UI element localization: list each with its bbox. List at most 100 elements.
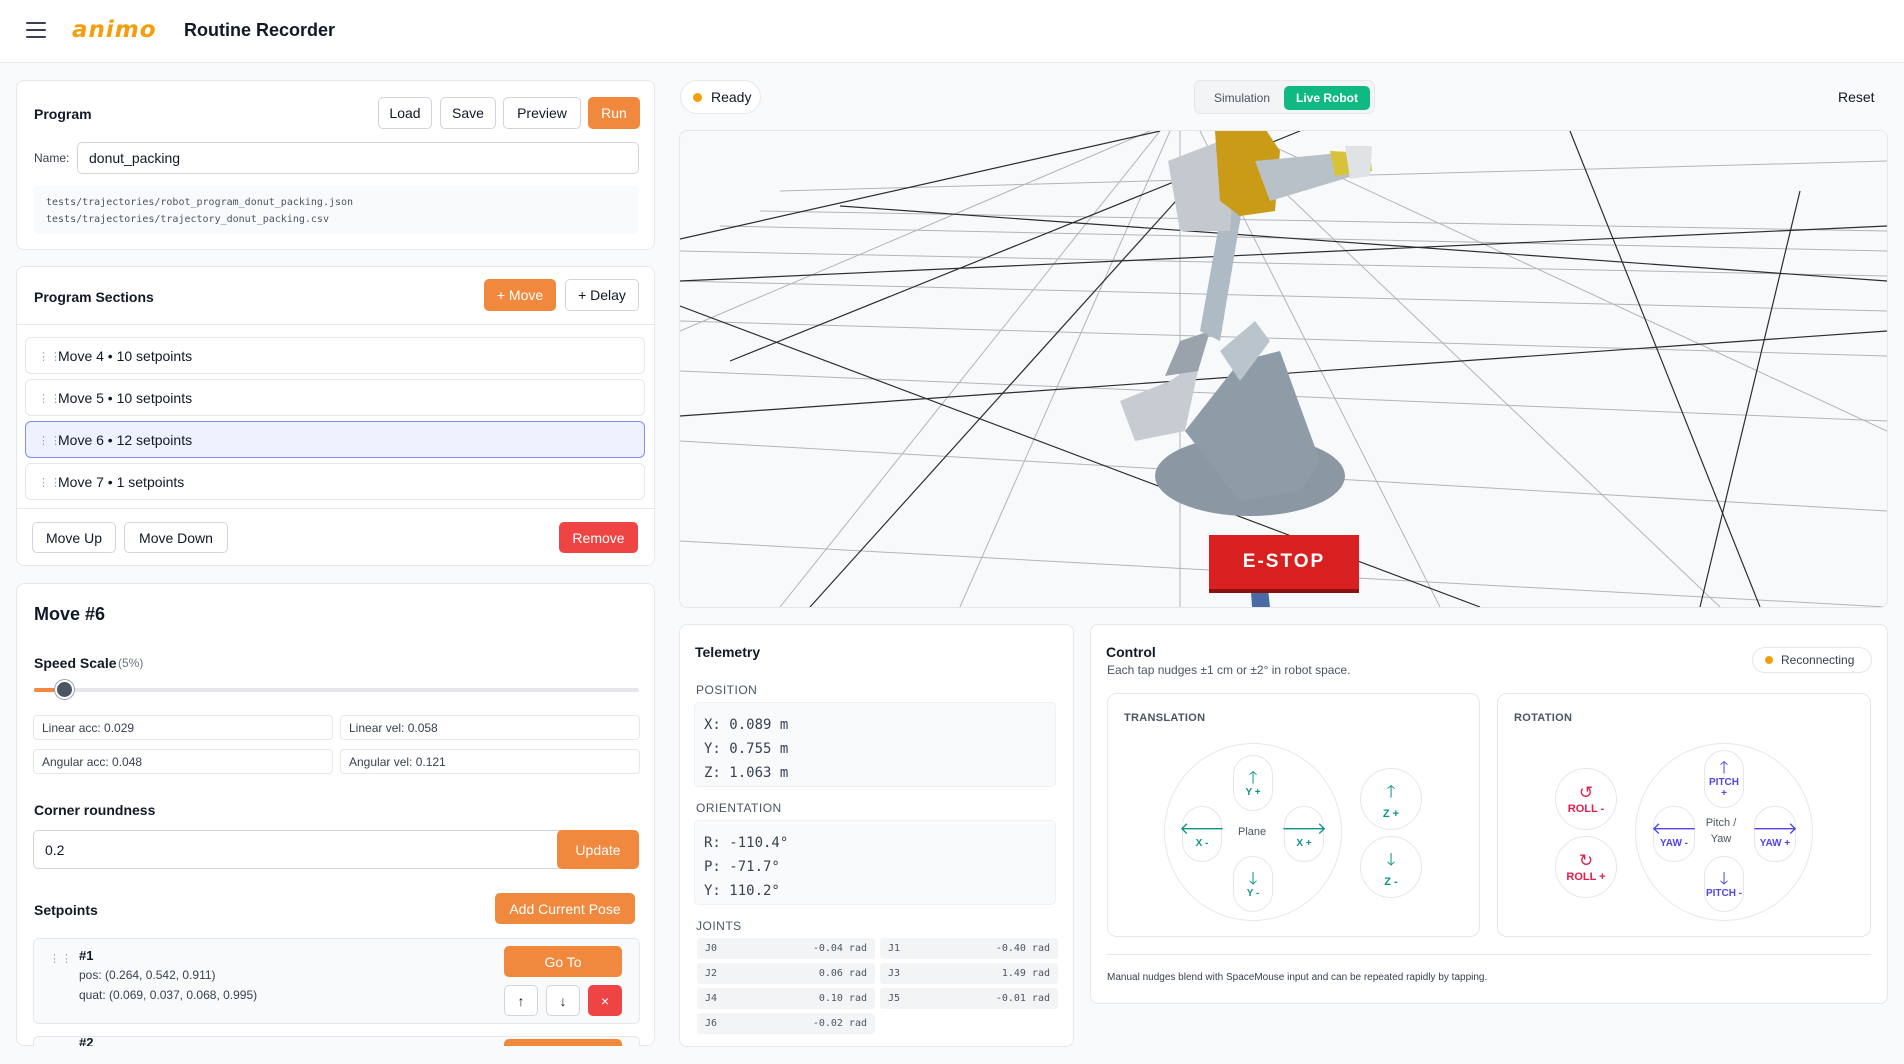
e-stop-button[interactable]: E-STOP <box>1209 535 1359 593</box>
joint-cell: J6 -0.02 rad <box>697 1013 875 1034</box>
arrow-down-icon: 🡓 <box>1719 868 1729 888</box>
control-divider <box>1107 954 1871 955</box>
setpoint-delete-button[interactable]: × <box>588 985 622 1016</box>
rotate-ccw-icon: ↺ <box>1578 783 1594 802</box>
rotation-label: ROTATION <box>1514 712 1573 724</box>
add-delay-button[interactable]: + Delay <box>565 279 639 311</box>
save-button[interactable]: Save <box>440 97 496 129</box>
rotate-cw-icon: ↻ <box>1578 851 1594 870</box>
live-robot-mode-button[interactable]: Live Robot <box>1284 86 1370 110</box>
add-current-pose-button[interactable]: Add Current Pose <box>495 893 635 924</box>
linear-acc-field: Linear acc: 0.029 <box>33 715 333 740</box>
orientation-label: ORIENTATION <box>696 801 782 815</box>
robot-3d-viewport[interactable]: E-STOP <box>679 130 1888 608</box>
angular-vel-field: Angular vel: 0.121 <box>340 749 640 774</box>
hamburger-menu-icon[interactable] <box>26 22 46 38</box>
speed-slider-fill <box>34 688 65 692</box>
add-move-button[interactable]: + Move <box>484 279 556 311</box>
arrow-left-icon: 🡐 <box>1651 818 1697 838</box>
position-readout: X: 0.089 m Y: 0.755 m Z: 1.063 m <box>694 702 1056 787</box>
section-item[interactable]: ⋮ ⋮ Move 5 • 10 setpoints <box>25 379 645 416</box>
speed-scale-value: (5%) <box>118 656 144 670</box>
program-card: Program Load Save Preview Run Name: donu… <box>16 80 655 250</box>
drag-handle-icon[interactable]: ⋮ ⋮ <box>38 435 61 447</box>
arrow-down-icon: 🡓 <box>1248 868 1258 888</box>
move-title: Move #6 <box>34 604 106 624</box>
roll-plus-button[interactable]: ↻ ROLL + <box>1555 836 1617 898</box>
arrow-left-icon: 🡐 <box>1179 818 1225 838</box>
arrow-up-icon: 🡑 <box>1386 781 1396 801</box>
z-plus-button[interactable]: 🡑 Z + <box>1360 768 1422 830</box>
load-button[interactable]: Load <box>378 97 432 129</box>
remove-button[interactable]: Remove <box>559 522 638 553</box>
arrow-right-icon: 🡒 <box>1281 818 1327 838</box>
corner-roundness-input[interactable]: 0.2 <box>33 830 565 869</box>
setpoint-position: pos: (0.264, 0.542, 0.911) <box>79 968 216 982</box>
speed-slider-thumb[interactable] <box>55 680 75 699</box>
move-down-button[interactable]: Move Down <box>124 522 228 553</box>
app-title: Routine Recorder <box>184 20 336 40</box>
roll-minus-button[interactable]: ↺ ROLL - <box>1555 768 1617 830</box>
arrow-down-icon: 🡓 <box>1386 849 1396 869</box>
drag-handle-icon[interactable]: ⋮ ⋮ <box>38 351 61 363</box>
y-plus-button[interactable]: 🡑 Y + <box>1233 755 1273 811</box>
section-item[interactable]: ⋮ ⋮ Move 7 • 1 setpoints <box>25 463 645 500</box>
yaw-plus-button[interactable]: 🡒 YAW + <box>1752 806 1798 862</box>
move-detail-card: Move #6 Speed Scale (5%) Linear acc: 0.0… <box>16 583 655 1046</box>
setpoint-row-partial: #2 <box>33 1036 640 1046</box>
angular-acc-field: Angular acc: 0.048 <box>33 749 333 774</box>
control-title: Control <box>1106 644 1156 660</box>
connection-status-pill: Reconnecting <box>1752 647 1872 673</box>
pitch-minus-button[interactable]: 🡓 PITCH - <box>1704 856 1744 912</box>
joint-cell: J3 1.49 rad <box>880 963 1058 984</box>
setpoint-down-button[interactable]: ↓ <box>546 985 580 1016</box>
telemetry-title: Telemetry <box>695 644 761 660</box>
joint-cell: J1 -0.40 rad <box>880 938 1058 959</box>
simulation-mode-button[interactable]: Simulation <box>1213 91 1271 105</box>
pitch-plus-button[interactable]: 🡑 PITCH + <box>1704 750 1744 808</box>
drag-handle-icon[interactable]: ⋮ ⋮ <box>38 393 61 405</box>
y-minus-button[interactable]: 🡓 Y - <box>1233 856 1273 912</box>
preview-button[interactable]: Preview <box>503 97 581 129</box>
position-x: X: 0.089 m <box>704 717 789 733</box>
setpoint-index: #1 <box>79 948 94 963</box>
robot-scene <box>680 131 1887 607</box>
speed-slider-track[interactable] <box>34 680 639 699</box>
x-plus-button[interactable]: 🡒 X + <box>1281 806 1327 862</box>
position-z: Z: 1.063 m <box>704 765 789 781</box>
joint-cell: J0 -0.04 rad <box>697 938 875 959</box>
orientation-pitch: P: -71.7° <box>704 859 780 875</box>
status-pill: Ready <box>680 80 761 114</box>
program-name-input[interactable]: donut_packing <box>77 142 639 174</box>
run-button[interactable]: Run <box>588 97 640 129</box>
setpoint-up-button[interactable]: ↑ <box>504 985 538 1016</box>
z-minus-button[interactable]: 🡓 Z - <box>1360 836 1422 898</box>
setpoints-label: Setpoints <box>34 902 98 918</box>
program-sections-title: Program Sections <box>34 289 154 305</box>
animo-logo: animo <box>72 17 157 43</box>
control-subtitle: Each tap nudges ±1 cm or ±2° in robot sp… <box>1107 663 1351 677</box>
joint-cell: J4 0.10 rad <box>697 988 875 1009</box>
go-to-button[interactable]: Go To <box>504 946 622 977</box>
reset-button[interactable]: Reset <box>1838 89 1875 105</box>
translation-label: TRANSLATION <box>1124 712 1206 724</box>
status-dot-icon <box>693 92 702 102</box>
name-label: Name: <box>34 151 70 165</box>
x-minus-button[interactable]: 🡐 X - <box>1179 806 1225 862</box>
go-to-button-partial[interactable] <box>504 1039 622 1046</box>
orientation-roll: R: -110.4° <box>704 835 789 851</box>
arrow-up-icon: 🡑 <box>1719 758 1729 777</box>
setpoint-quaternion: quat: (0.069, 0.037, 0.068, 0.995) <box>79 988 258 1002</box>
section-item-selected[interactable]: ⋮ ⋮ Move 6 • 12 setpoints <box>25 421 645 458</box>
update-button[interactable]: Update <box>557 830 639 869</box>
yaw-minus-button[interactable]: 🡐 YAW - <box>1651 806 1697 862</box>
drag-handle-icon[interactable]: ⋮ ⋮ <box>49 953 72 965</box>
drag-handle-icon[interactable]: ⋮ ⋮ <box>38 477 61 489</box>
position-y: Y: 0.755 m <box>704 741 789 757</box>
move-up-button[interactable]: Move Up <box>32 522 116 553</box>
pitch-yaw-label: Pitch / Yaw <box>1705 817 1737 845</box>
section-item[interactable]: ⋮ ⋮ Move 4 • 10 setpoints <box>25 337 645 374</box>
orientation-yaw: Y: 110.2° <box>704 883 780 899</box>
program-paths: tests/trajectories/robot_program_donut_p… <box>33 186 639 234</box>
status-dot-icon <box>1765 656 1773 664</box>
